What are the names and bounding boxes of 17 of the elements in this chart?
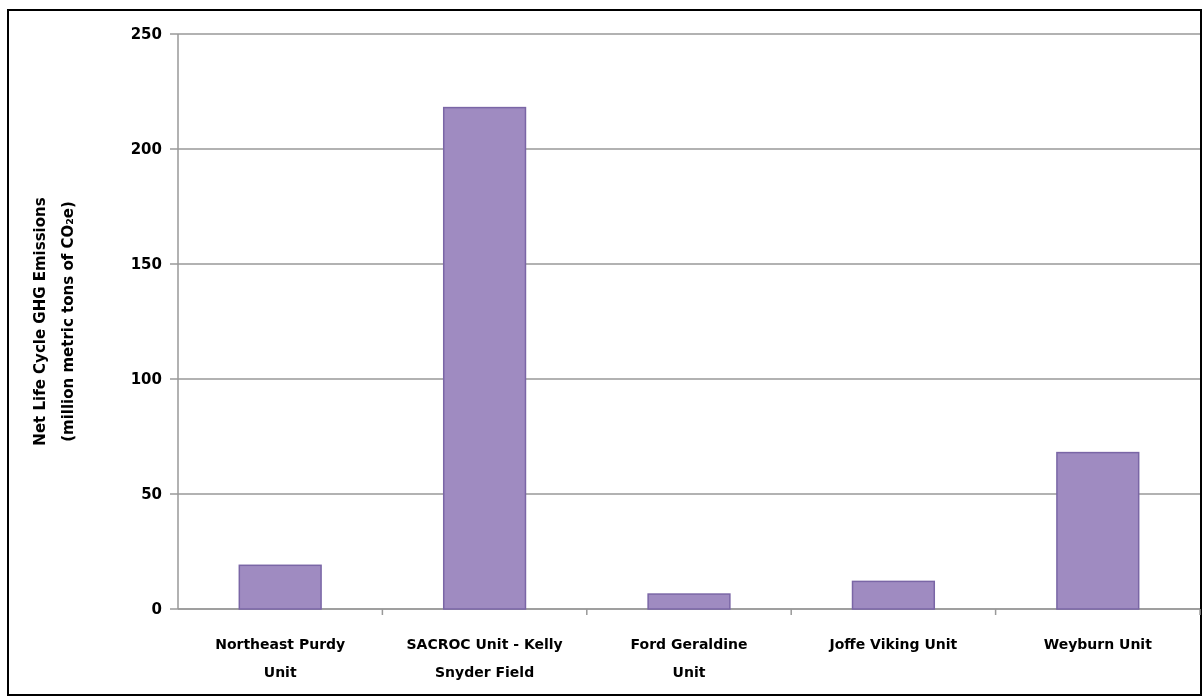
x-tick-label: Ford Geraldine Unit: [630, 636, 748, 680]
bar: [851, 580, 936, 610]
y-tick-label: 150: [130, 255, 162, 274]
bar: [442, 106, 527, 610]
y-tick-label: 200: [130, 140, 162, 159]
x-tick-label: Joffe Viking Unit: [828, 636, 958, 652]
y-tick-label: 50: [141, 485, 162, 504]
bar: [238, 564, 322, 610]
x-tick-label: SACROC Unit - Kelly Snyder Field: [406, 636, 563, 680]
y-tick-label: 100: [130, 370, 162, 389]
bar: [647, 593, 731, 610]
y-axis-title: Net Life Cycle GHG Emissions (million metric tons of CO₂e): [31, 197, 77, 446]
y-tick-label: 250: [130, 25, 162, 44]
bar: [1056, 451, 1140, 610]
x-tick-label: Northeast Purdy Unit: [215, 636, 346, 680]
y-tick-label: 0: [151, 600, 162, 619]
x-tick-label: Weyburn Unit: [1043, 636, 1153, 652]
